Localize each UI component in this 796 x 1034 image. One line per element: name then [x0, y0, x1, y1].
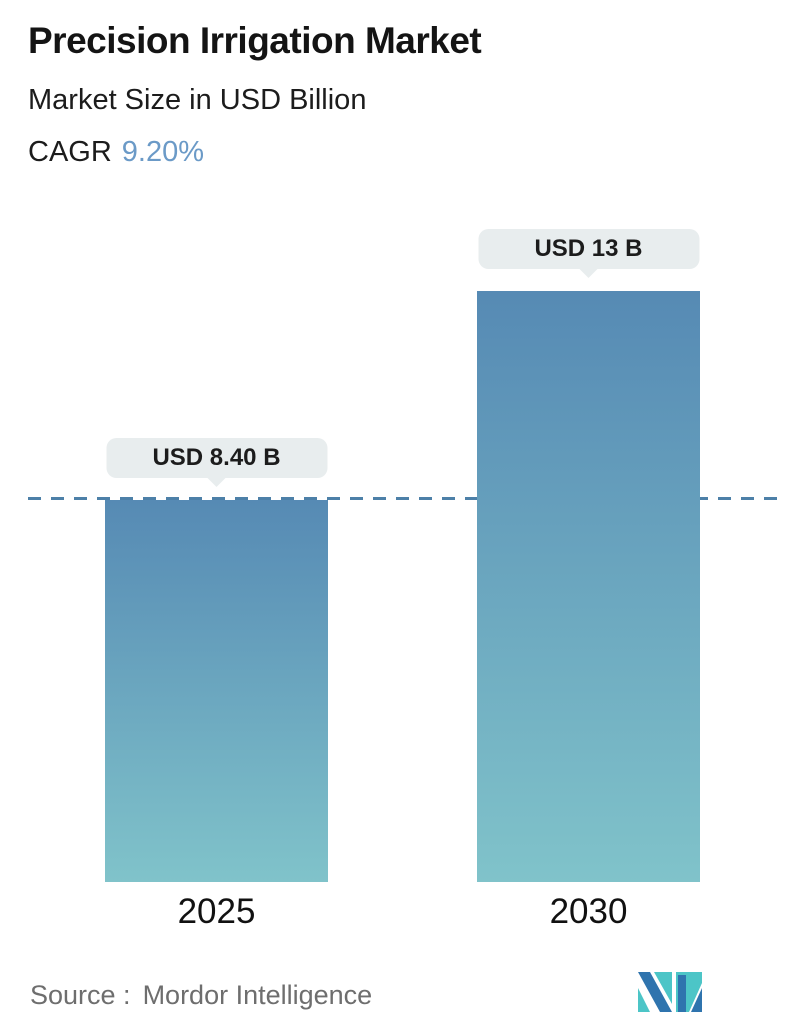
- bar-2025: [105, 500, 328, 882]
- cagr-label: CAGR: [28, 136, 112, 168]
- value-label-2025-text: USD 8.40 B: [152, 444, 281, 471]
- value-label-2030-text: USD 13 B: [534, 235, 643, 262]
- source-line: Source : Mordor Intelligence: [30, 980, 372, 1011]
- baseline-dashed-line: [28, 497, 778, 500]
- source-label: Source :: [30, 980, 131, 1010]
- cagr-line: CAGR 9.20%: [28, 136, 204, 169]
- source-value: Mordor Intelligence: [142, 980, 373, 1010]
- bar-2030: [477, 291, 700, 882]
- value-label-2030: USD 13 B: [478, 229, 699, 269]
- axis-label-2030: 2030: [549, 892, 628, 931]
- chart-subtitle: Market Size in USD Billion: [28, 84, 367, 116]
- cagr-value: 9.20%: [121, 136, 205, 168]
- value-label-2025: USD 8.40 B: [106, 438, 327, 478]
- chart-title: Precision Irrigation Market: [28, 20, 482, 61]
- axis-label-2025: 2025: [177, 892, 256, 931]
- mordor-intelligence-logo: [638, 972, 702, 1012]
